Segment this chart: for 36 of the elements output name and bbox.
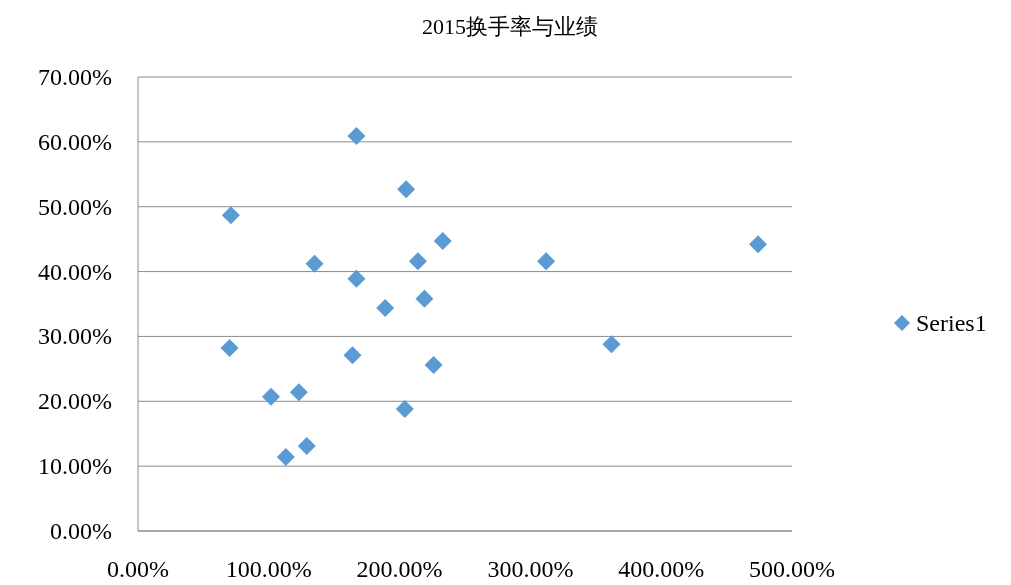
chart-title: 2015换手率与业绩	[422, 14, 598, 39]
x-tick-label: 300.00%	[487, 556, 574, 582]
point	[297, 437, 316, 456]
point	[395, 400, 414, 419]
point	[415, 289, 434, 308]
x-tick-label: 500.00%	[749, 556, 835, 582]
point	[424, 355, 443, 374]
y-tick-label: 0.00%	[50, 518, 112, 544]
point	[276, 448, 295, 467]
point	[262, 387, 281, 406]
y-tick-label: 30.00%	[38, 323, 112, 350]
point	[376, 298, 395, 317]
x-tick-label: 200.00%	[356, 556, 443, 582]
point	[221, 206, 240, 225]
y-tick-label: 50.00%	[38, 193, 112, 220]
point	[220, 339, 239, 358]
point	[347, 269, 366, 288]
point	[397, 180, 416, 199]
point	[347, 127, 366, 146]
point	[537, 252, 556, 271]
x-tick-label: 400.00%	[618, 556, 705, 582]
point	[433, 232, 452, 251]
x-tick-label: 0.00%	[107, 556, 169, 582]
point	[343, 346, 362, 365]
y-tick-label: 20.00%	[38, 388, 112, 415]
point	[748, 235, 767, 254]
point	[408, 252, 427, 271]
x-tick-label: 100.00%	[225, 556, 312, 582]
legend-label: Series1	[916, 310, 987, 336]
point	[289, 383, 308, 402]
y-tick-label: 60.00%	[38, 128, 112, 155]
point	[305, 254, 324, 273]
point	[602, 335, 621, 354]
y-tick-label: 70.00%	[38, 64, 112, 90]
y-tick-label: 10.00%	[38, 453, 112, 480]
y-tick-label: 40.00%	[38, 258, 112, 285]
